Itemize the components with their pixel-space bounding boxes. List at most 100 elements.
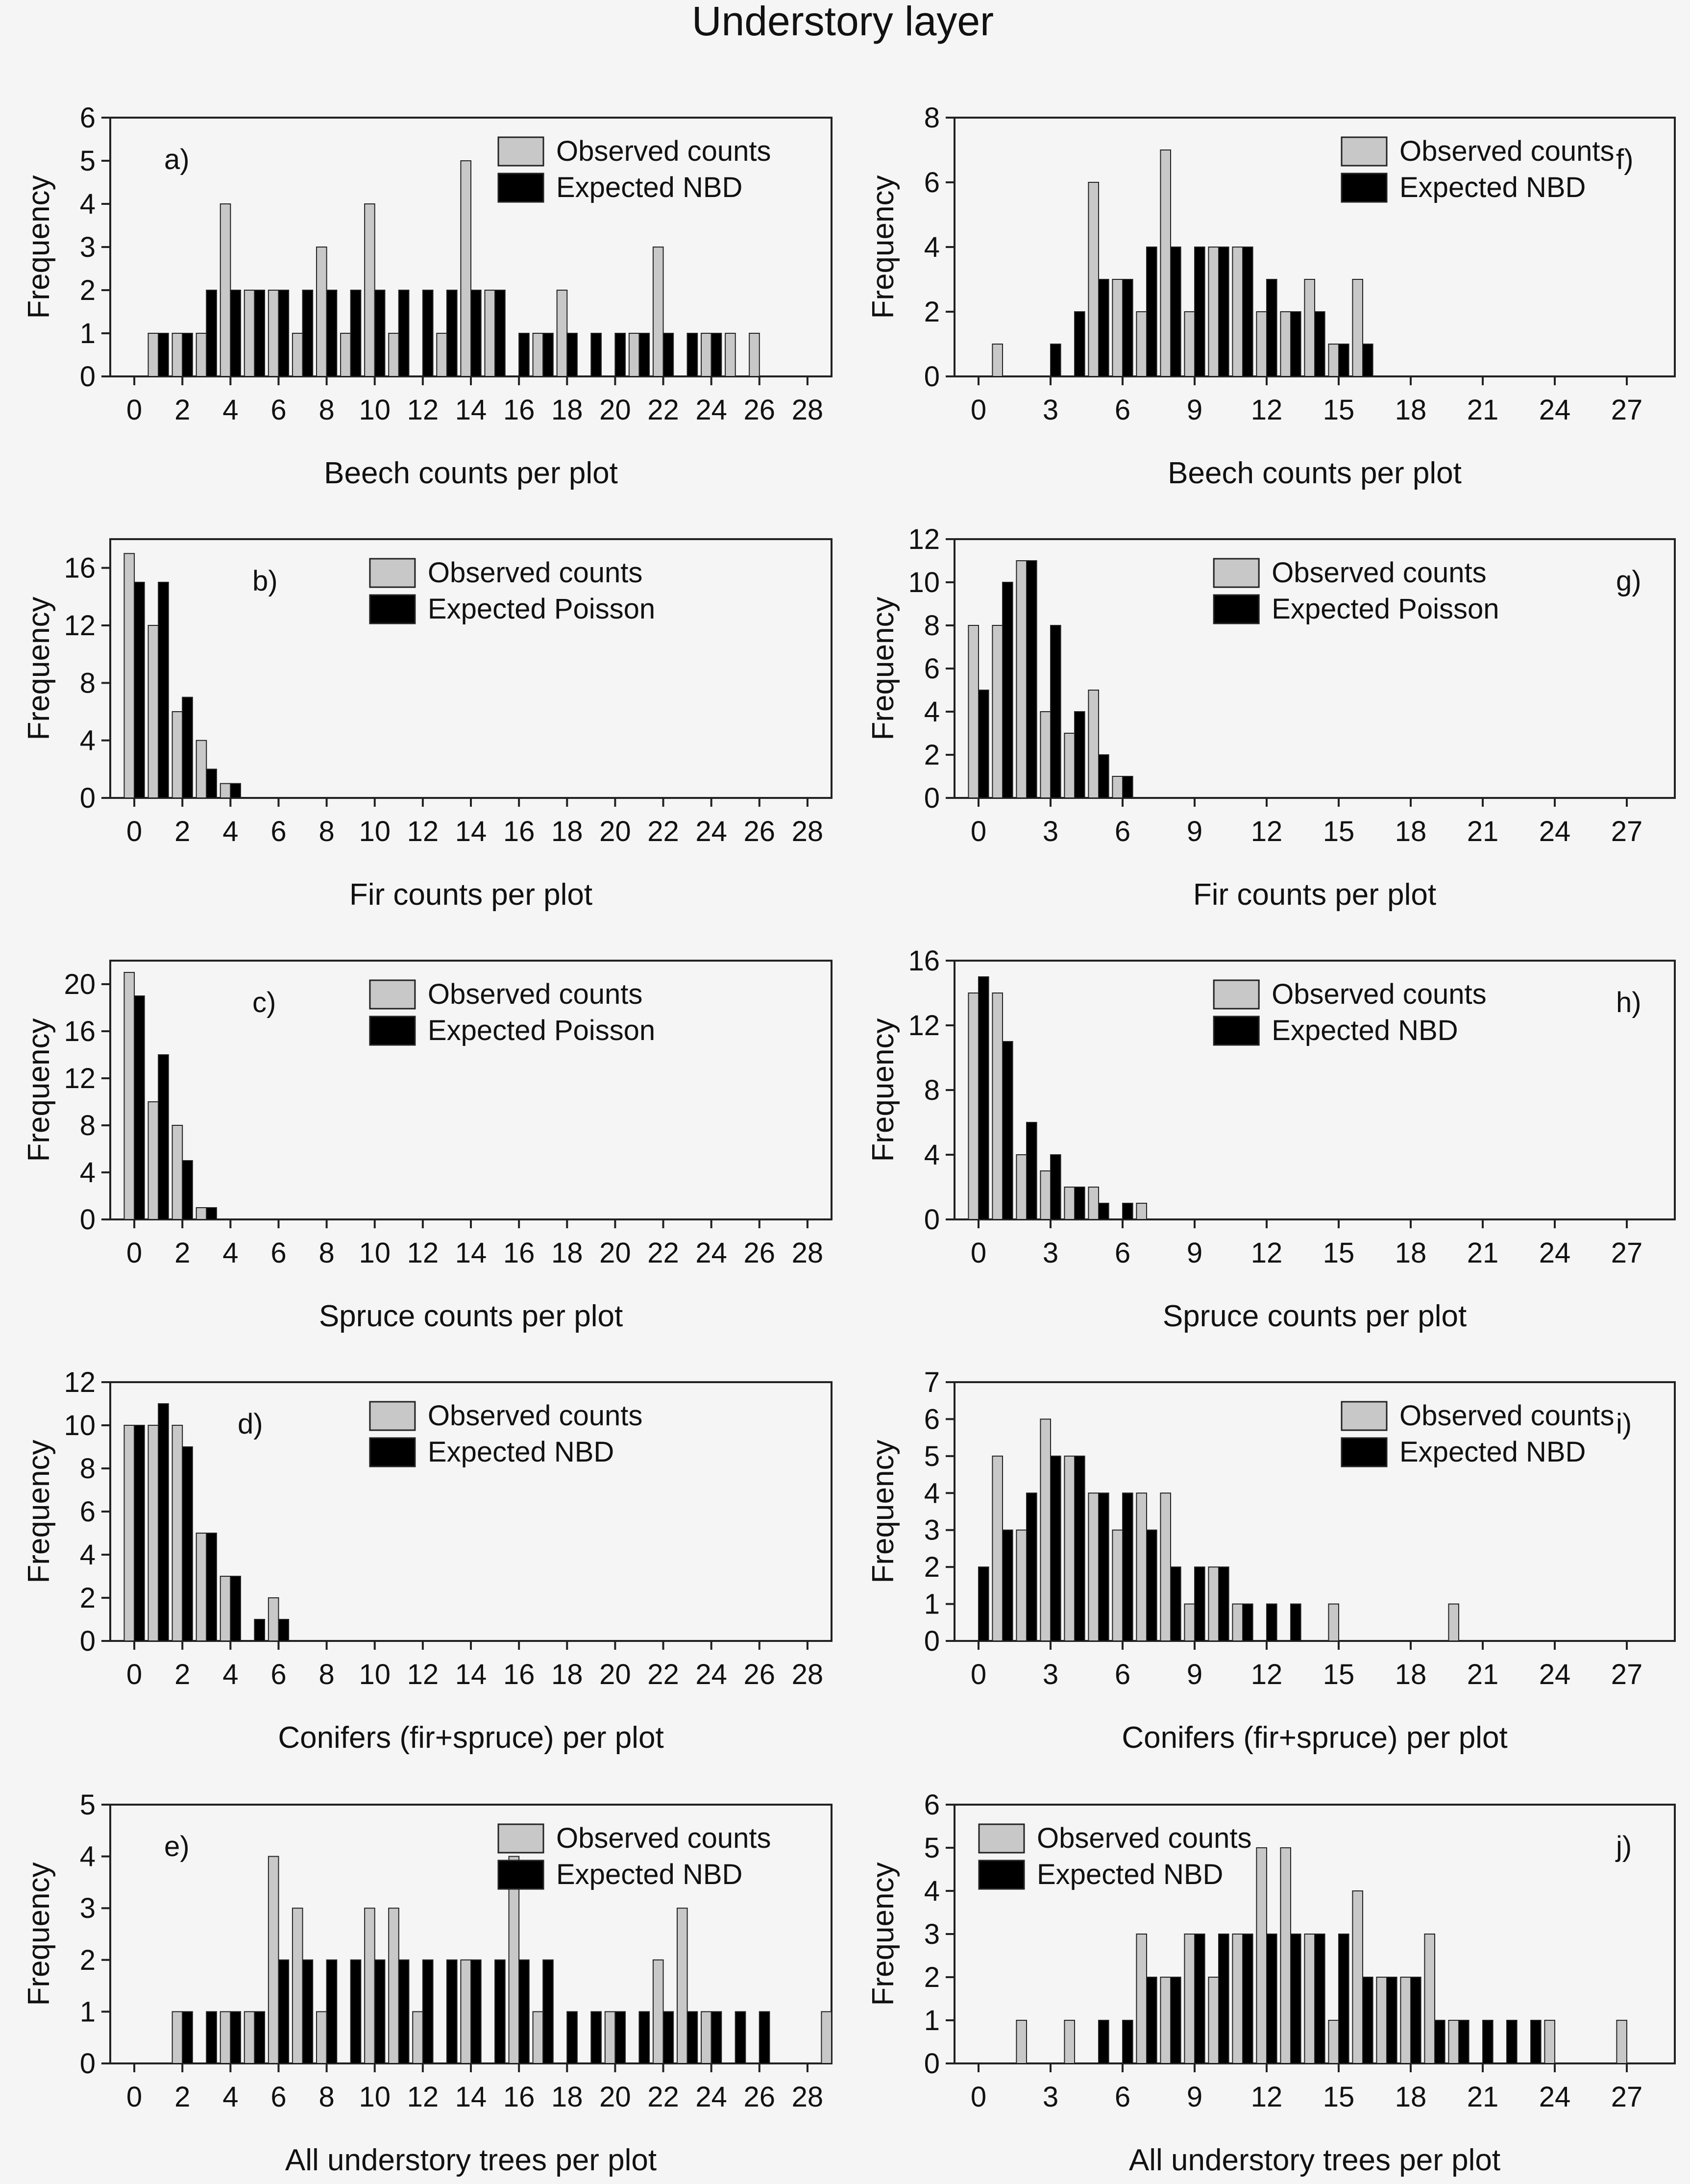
- x-tick-label: 10: [359, 1237, 391, 1269]
- x-tick-label: 27: [1611, 816, 1643, 847]
- bar-expected: [182, 696, 193, 798]
- x-tick-label: 22: [647, 1659, 679, 1690]
- x-tick-label: 24: [695, 1237, 727, 1269]
- bar-expected: [759, 2011, 770, 2064]
- bar-expected: [278, 1619, 290, 1641]
- bar-expected: [1362, 1977, 1373, 2064]
- y-tick-label: 0: [924, 782, 940, 814]
- bar-expected: [710, 2011, 722, 2064]
- x-tick-label: 24: [1539, 816, 1571, 847]
- x-tick-label: 18: [551, 1237, 583, 1269]
- bar-observed: [532, 2011, 544, 2064]
- x-tick-label: 12: [1251, 1659, 1283, 1690]
- legend-label: Observed counts: [1272, 557, 1486, 589]
- x-tick-label: 20: [599, 816, 631, 847]
- bar-observed: [268, 1856, 279, 2064]
- bar-observed: [171, 333, 183, 377]
- x-tick-label: 10: [359, 1659, 391, 1690]
- legend-swatch: [369, 1401, 416, 1431]
- y-axis-label: Frequency: [866, 1862, 900, 2006]
- x-tick-label: 18: [1395, 816, 1427, 847]
- x-tick-label: 15: [1323, 394, 1355, 426]
- x-tick-label: 28: [792, 816, 824, 847]
- x-tick-label: 21: [1467, 1237, 1499, 1269]
- bar-expected: [1314, 311, 1325, 377]
- legend-label: Observed counts: [428, 978, 642, 1010]
- y-tick-label: 7: [924, 1366, 940, 1398]
- y-tick-label: 6: [924, 1403, 940, 1435]
- x-tick-label: 3: [1043, 1237, 1058, 1269]
- bar-observed: [1160, 149, 1171, 377]
- bar-expected: [278, 1959, 290, 2064]
- bar-expected: [206, 769, 217, 799]
- bar-expected: [1122, 1203, 1133, 1220]
- x-axis-label: Spruce counts per plot: [1163, 1299, 1467, 1333]
- x-tick-label: 6: [1115, 1659, 1130, 1690]
- bar-observed: [220, 2011, 231, 2064]
- y-axis-label: Frequency: [22, 175, 56, 319]
- bar-expected: [1098, 2020, 1109, 2064]
- bar-observed: [1136, 1203, 1147, 1220]
- x-tick-label: 9: [1187, 2081, 1202, 2113]
- x-tick-label: 24: [695, 394, 727, 426]
- bar-expected: [134, 582, 145, 798]
- x-tick-label: 0: [971, 816, 986, 847]
- x-tick-label: 2: [174, 2081, 190, 2113]
- bar-expected: [1122, 2020, 1133, 2064]
- bar-observed: [171, 1425, 183, 1641]
- bar-observed: [316, 247, 327, 377]
- bar-expected: [230, 1576, 241, 1641]
- y-tick-label: 16: [908, 945, 940, 977]
- y-tick-label: 10: [908, 567, 940, 598]
- bar-observed: [1184, 311, 1195, 377]
- x-tick-label: 27: [1611, 1659, 1643, 1690]
- x-tick-label: 14: [455, 1237, 487, 1269]
- x-axis-label: Conifers (fir+spruce) per plot: [278, 1721, 663, 1755]
- x-tick-label: 12: [1251, 1237, 1283, 1269]
- bar-expected: [398, 1959, 410, 2064]
- x-tick-label: 8: [318, 2081, 334, 2113]
- bar-observed: [1280, 311, 1291, 377]
- x-tick-label: 27: [1611, 394, 1643, 426]
- y-tick-label: 5: [924, 1832, 940, 1864]
- bar-observed: [1208, 1566, 1219, 1641]
- bar-observed: [968, 993, 980, 1220]
- y-axis-label: Frequency: [22, 597, 56, 741]
- bar-expected: [254, 290, 266, 377]
- panel-label: h): [1616, 987, 1641, 1018]
- bar-expected: [182, 1160, 193, 1220]
- bar-expected: [710, 333, 722, 377]
- x-tick-label: 28: [792, 1237, 824, 1269]
- x-tick-label: 14: [455, 2081, 487, 2113]
- x-axis-label: Spruce counts per plot: [319, 1299, 623, 1333]
- x-tick-label: 22: [647, 1237, 679, 1269]
- bar-observed: [992, 1455, 1004, 1642]
- bar-expected: [422, 290, 434, 377]
- x-tick-label: 10: [359, 816, 391, 847]
- bar-expected: [686, 2011, 698, 2064]
- bar-observed: [388, 333, 399, 377]
- x-axis-label: Beech counts per plot: [324, 456, 618, 490]
- x-axis-label: All understory trees per plot: [285, 2143, 657, 2177]
- bar-expected: [158, 582, 169, 798]
- bar-expected: [182, 1446, 193, 1641]
- legend-label: Expected NBD: [1037, 1859, 1223, 1890]
- y-tick-label: 3: [80, 231, 96, 263]
- plot-frame: [109, 538, 833, 799]
- bar-observed: [1088, 690, 1099, 798]
- y-tick-label: 3: [924, 1514, 940, 1546]
- bar-expected: [978, 1566, 989, 1641]
- x-tick-label: 0: [126, 816, 142, 847]
- legend-label: Expected NBD: [556, 172, 742, 203]
- x-tick-label: 21: [1467, 1659, 1499, 1690]
- bar-observed: [1448, 1603, 1459, 1642]
- bar-expected: [206, 290, 217, 377]
- x-tick-label: 14: [455, 394, 487, 426]
- bar-expected: [1074, 1455, 1085, 1642]
- y-axis-label: Frequency: [22, 1862, 56, 2006]
- bar-expected: [566, 2011, 578, 2064]
- chart-panel-h: 0 4 8 12 16 0 3 6 9 12 15 18 21 24 27 Spruce counts per…: [866, 945, 1676, 1333]
- x-tick-label: 3: [1043, 1659, 1058, 1690]
- bar-expected: [614, 2011, 626, 2064]
